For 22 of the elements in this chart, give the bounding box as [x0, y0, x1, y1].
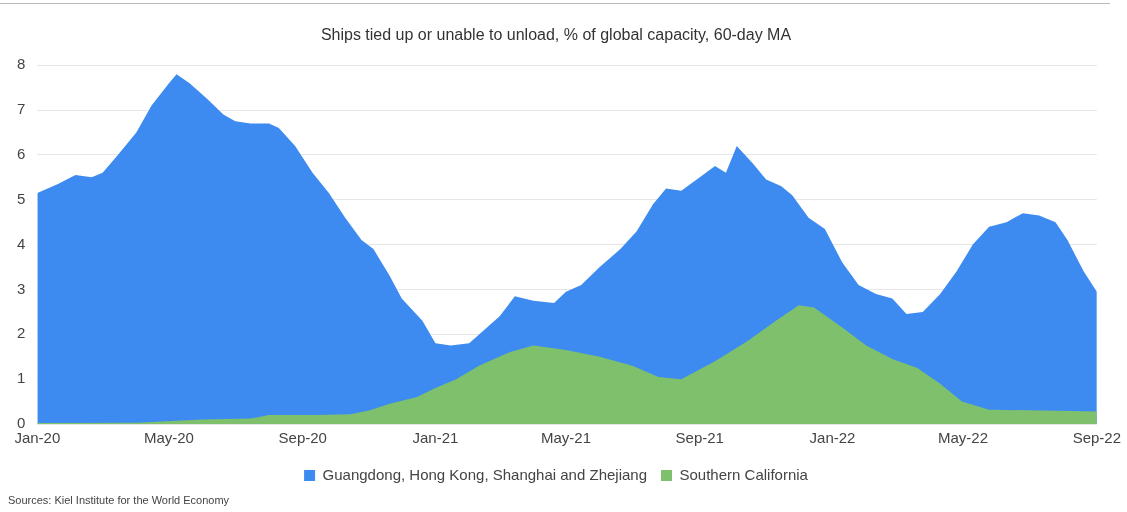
- legend-label: Southern California: [679, 465, 809, 483]
- x-tick-label: May-21: [540, 429, 592, 447]
- x-tick-label: May-20: [143, 429, 194, 447]
- y-tick-label: 5: [17, 189, 26, 207]
- legend-label: Guangdong, Hong Kong, Shanghai and Zhejiang: [322, 465, 648, 483]
- y-tick-label: 6: [17, 145, 26, 163]
- y-tick-label: 2: [17, 324, 26, 342]
- y-tick-label: 4: [17, 234, 26, 252]
- x-tick-label: Jan-21: [412, 429, 459, 447]
- source-note: Sources: Kiel Institute for the World Economy: [8, 494, 230, 506]
- x-tick-label: Sep-21: [675, 429, 724, 447]
- y-tick-label: 0: [17, 414, 26, 432]
- x-tick-label: Jan-22: [809, 429, 856, 447]
- y-tick-label: 1: [17, 369, 26, 387]
- chart-title: Ships tied up or unable to unload, % of global capacity, 60-day MA: [320, 26, 792, 44]
- x-tick-label: Sep-20: [278, 429, 327, 447]
- x-tick-label: May-22: [938, 429, 989, 447]
- y-tick-label: 3: [17, 279, 26, 297]
- x-tick-label: Jan-20: [14, 429, 61, 447]
- x-tick-label: Sep-22: [1072, 429, 1121, 447]
- y-tick-label: 7: [17, 100, 26, 118]
- y-tick-label: 8: [17, 55, 26, 73]
